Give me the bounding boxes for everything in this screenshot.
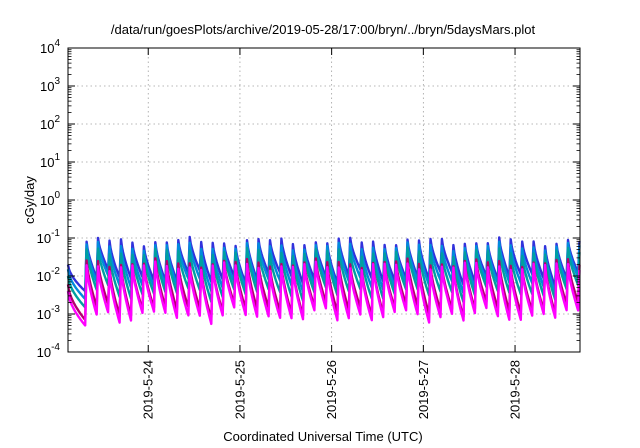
- series-line: [66, 246, 581, 309]
- y-tick-label: 10-3: [37, 304, 61, 322]
- y-tick-label: 10-4: [37, 342, 61, 360]
- x-axis-label: Coordinated Universal Time (UTC): [223, 429, 422, 444]
- y-tick-label: 10-1: [37, 228, 61, 246]
- x-tick-label: 2019-5-24: [141, 360, 156, 419]
- y-tick-label: 102: [40, 114, 60, 132]
- y-tick-label: 103: [40, 76, 60, 94]
- x-axis: 2019-5-24 2019-5-25 2019-5-26 2019-5-27 2019…: [141, 48, 523, 419]
- y-axis-label: cGy/day: [22, 176, 37, 224]
- series-line: [66, 240, 581, 301]
- series-line: [66, 260, 581, 327]
- y-tick-label: 10-2: [37, 266, 61, 284]
- series-group: [66, 235, 581, 327]
- chart-title: /data/run/goesPlots/archive/2019-05-28/1…: [111, 22, 536, 37]
- x-tick-label: 2019-5-26: [324, 360, 339, 419]
- grid: [68, 48, 580, 352]
- x-tick-label: 2019-5-27: [416, 360, 431, 419]
- y-tick-label: 100: [40, 190, 60, 208]
- x-tick-label: 2019-5-28: [508, 360, 523, 419]
- y-tick-label: 101: [40, 152, 60, 170]
- x-tick-label: 2019-5-25: [232, 360, 247, 419]
- y-tick-label: 104: [40, 38, 60, 56]
